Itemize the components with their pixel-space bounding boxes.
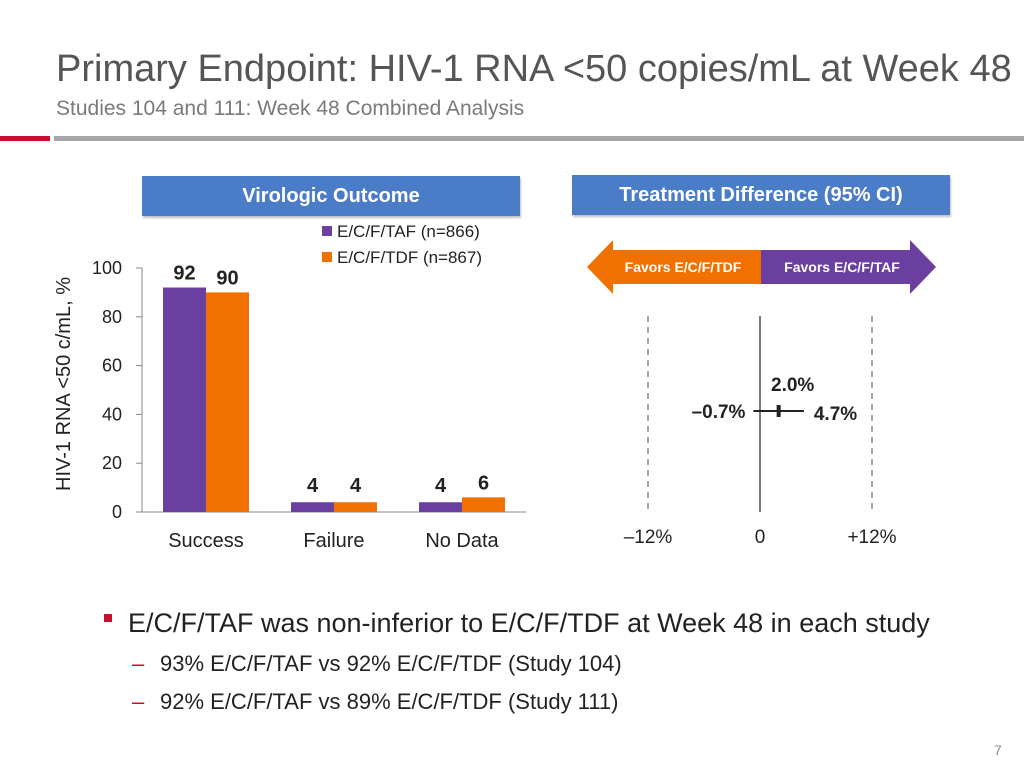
ci-upper-label: 4.7% [814,404,857,425]
bullet-sub-text: 92% E/C/F/TAF vs 89% E/C/F/TDF (Study 11… [160,689,619,714]
data-label: 4 [435,475,447,497]
data-label: 4 [307,475,319,497]
x-category-label: Failure [303,530,364,552]
forest-x-tick-label: 0 [755,527,766,548]
legend-swatch [322,226,332,236]
bullet-sub-text: 93% E/C/F/TAF vs 92% E/C/F/TDF (Study 10… [160,651,622,676]
bullet-square-icon [104,614,112,622]
favors-right-arrow [761,240,936,294]
y-tick-label: 20 [102,453,122,473]
data-label: 90 [216,267,238,289]
x-category-label: Success [168,530,244,552]
dash-icon: – [132,651,145,676]
bullet-main-text: E/C/F/TAF was non-inferior to E/C/F/TDF … [128,608,930,638]
bar-taf [163,287,206,512]
forest-x-tick-label: –12% [624,527,673,548]
legend-label: E/C/F/TAF (n=866) [337,222,480,241]
data-label: 92 [173,263,195,285]
legend-label: E/C/F/TDF (n=867) [337,248,482,267]
favors-left-label: Favors E/C/F/TDF [625,259,742,275]
data-label: 4 [350,475,362,497]
forest-x-tick-label: +12% [847,527,896,548]
y-tick-label: 40 [102,404,122,424]
bar-tdf [206,292,249,512]
y-tick-label: 80 [102,307,122,327]
bar-tdf [334,502,377,512]
title-rule-accent [0,136,50,141]
bullet-main: E/C/F/TAF was non-inferior to E/C/F/TDF … [104,608,930,639]
slide-title: Primary Endpoint: HIV-1 RNA <50 copies/m… [56,48,1012,90]
y-axis-title: HIV-1 RNA <50 c/mL, % [53,277,75,491]
page-number: 7 [994,742,1002,758]
bar-tdf [462,497,505,512]
title-rule [54,136,1024,141]
y-tick-label: 60 [102,356,122,376]
favors-left-arrow [587,240,761,294]
dash-icon: – [132,689,145,714]
ci-lower-label: –0.7% [692,402,746,423]
bar-taf [419,502,462,512]
bullet-sub-2: – 92% E/C/F/TAF vs 89% E/C/F/TDF (Study … [104,689,930,715]
y-tick-label: 0 [112,502,122,522]
legend-swatch [322,252,332,262]
favors-right-label: Favors E/C/F/TAF [784,259,900,275]
virologic-outcome-header: Virologic Outcome [142,176,520,216]
data-label: 6 [478,472,489,494]
x-category-label: No Data [425,530,499,552]
y-tick-label: 100 [92,258,122,278]
bar-taf [291,502,334,512]
bullet-list: E/C/F/TAF was non-inferior to E/C/F/TDF … [104,608,930,715]
point-estimate-marker [776,405,781,417]
treatment-difference-header: Treatment Difference (95% CI) [572,175,950,215]
slide-subtitle: Studies 104 and 111: Week 48 Combined An… [56,97,525,120]
point-estimate-label: 2.0% [771,375,814,396]
bullet-sub-1: – 93% E/C/F/TAF vs 92% E/C/F/TDF (Study … [104,651,930,677]
